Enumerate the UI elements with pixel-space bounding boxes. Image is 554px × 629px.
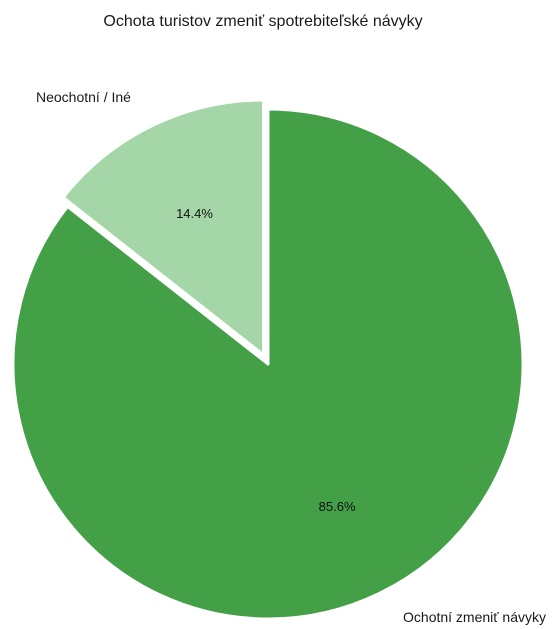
chart-title: Ochota turistov zmeniť spotrebiteľské ná… [103,13,422,30]
pie-labels: 85.6% Ochotní zmeniť návyky 14.4% Neochotní… [36,89,546,625]
data-label-2: 14.4% [176,206,213,221]
data-label-1: 85.6% [319,499,356,514]
pie-slice-2 [61,98,266,357]
category-label-2: Neochotní / Iné [36,89,131,105]
pie-slices [11,98,525,621]
pie-slice-1 [11,107,525,621]
category-label-1: Ochotní zmeniť návyky [403,609,546,625]
